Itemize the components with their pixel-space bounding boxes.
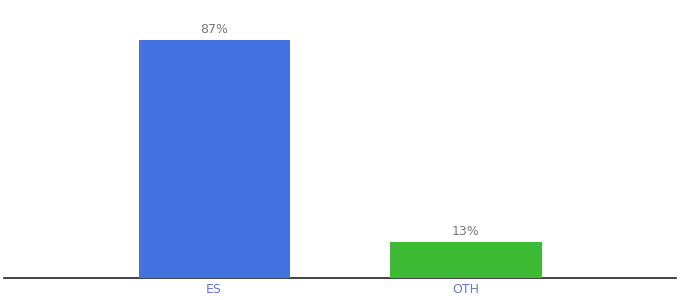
Text: 13%: 13% xyxy=(452,225,480,238)
Bar xyxy=(139,40,290,278)
Bar xyxy=(390,242,541,278)
Text: 87%: 87% xyxy=(200,23,228,36)
